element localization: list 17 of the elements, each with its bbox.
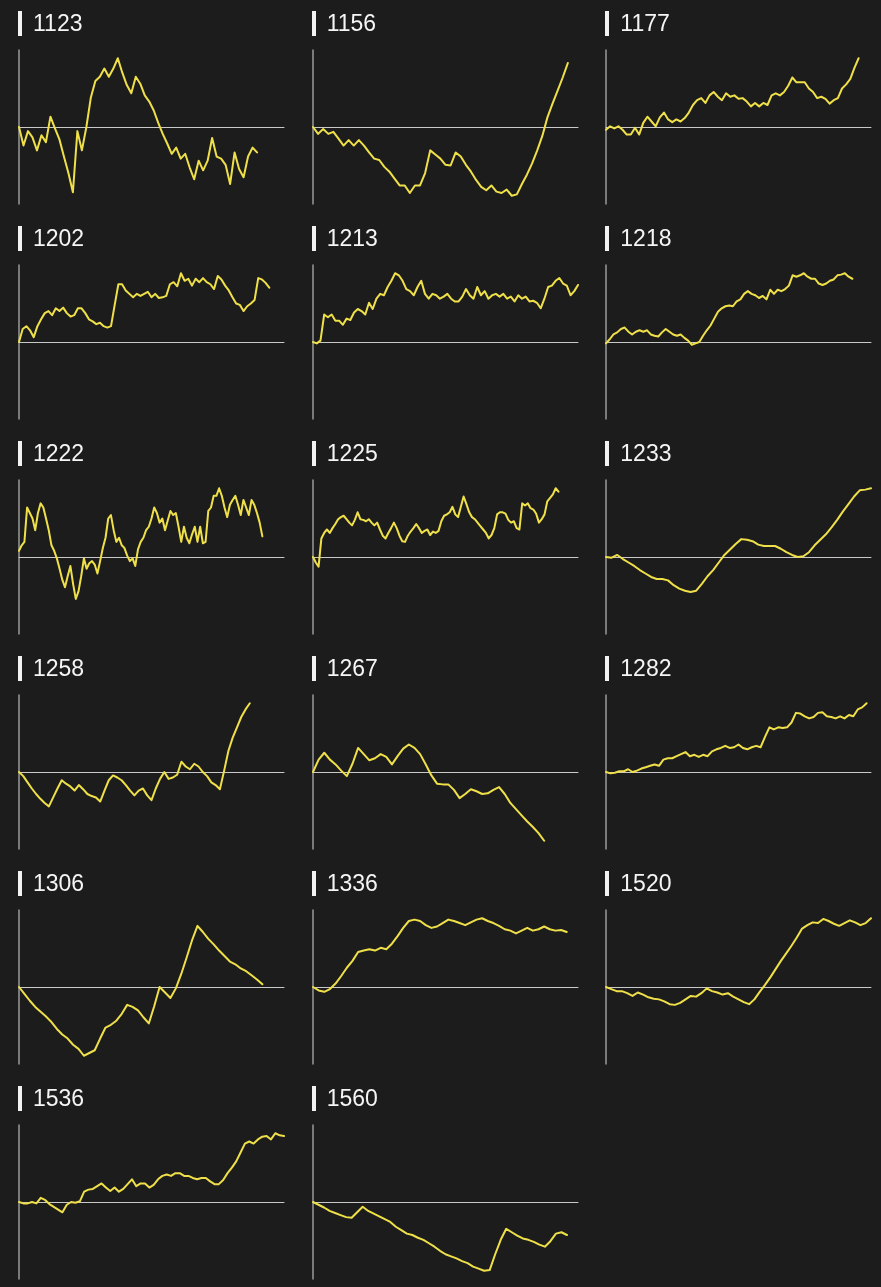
chart-title: 1213 — [326, 224, 378, 252]
chart-title: 1225 — [326, 439, 378, 467]
chart-title: 1282 — [620, 654, 672, 682]
chart-title: 1536 — [33, 1084, 85, 1112]
chart-title: 1560 — [326, 1084, 378, 1112]
chart-title: 1218 — [620, 224, 672, 252]
chart-title: 1202 — [33, 224, 85, 252]
chart-title: 1222 — [33, 439, 85, 467]
chart-title: 1520 — [620, 869, 672, 897]
chart-title: 1336 — [326, 869, 378, 897]
chart-title: 1233 — [620, 439, 672, 467]
chart-title: 1306 — [33, 869, 85, 897]
chart-title: 1267 — [326, 654, 378, 682]
chart-title: 1258 — [33, 654, 85, 682]
chart-title: 1177 — [620, 9, 670, 37]
chart-title: 1123 — [33, 9, 83, 37]
chart-title: 1156 — [326, 9, 377, 37]
